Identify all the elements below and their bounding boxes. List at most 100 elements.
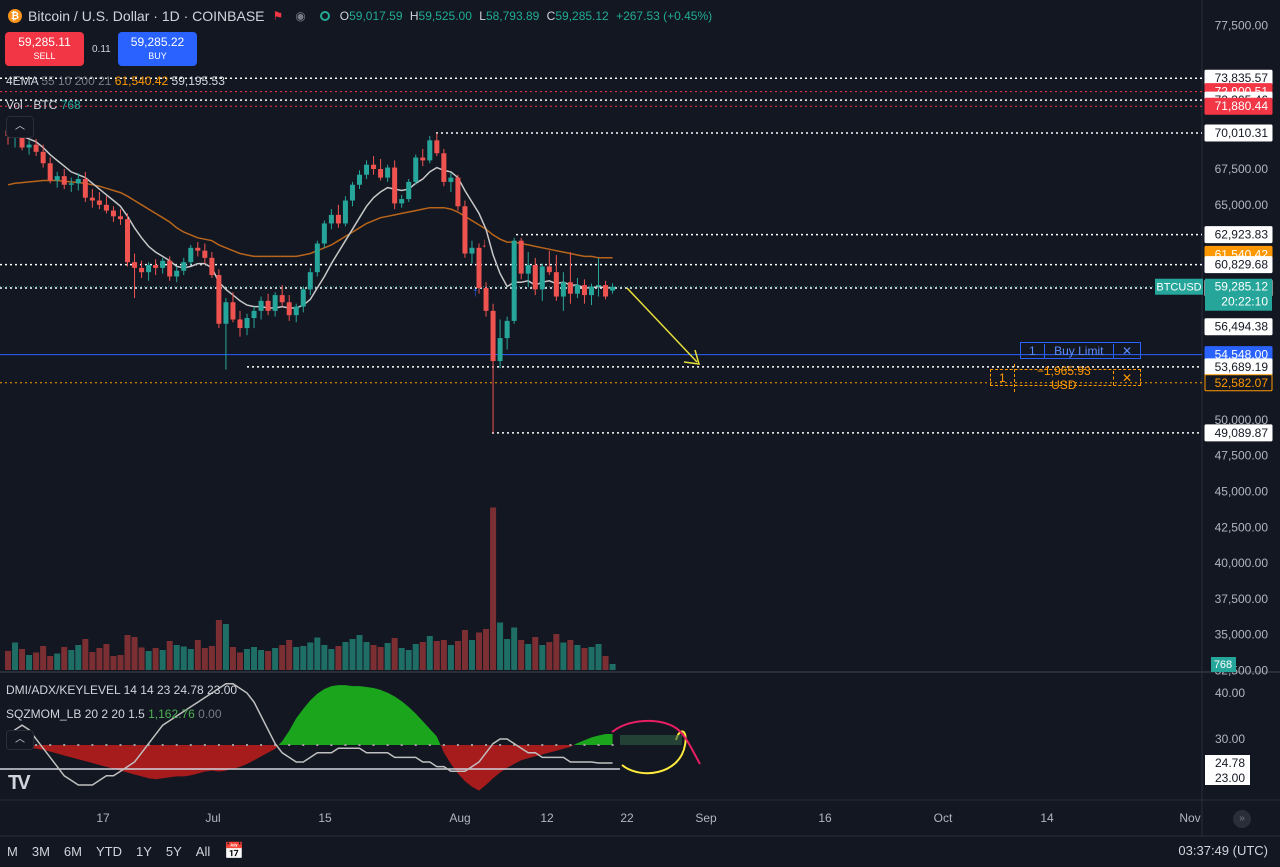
candle-body: [293, 306, 299, 316]
buy-limit-label: Buy Limit: [1043, 343, 1113, 358]
x-tick-label: Aug: [449, 811, 470, 825]
candle-body: [588, 286, 594, 296]
candle-body: [223, 302, 229, 324]
candle-body: [399, 199, 405, 204]
tf-1y[interactable]: 1Y: [135, 843, 152, 859]
x-tick-label: 12: [540, 811, 554, 825]
x-tick-label: 16: [818, 811, 832, 825]
volume-bar: [54, 653, 61, 670]
candle-body: [202, 250, 208, 258]
trend-arrow: [626, 287, 698, 363]
y-tick-label: 77,500.00: [1215, 19, 1269, 33]
x-tick-label: 17: [96, 811, 110, 825]
x-tick-label: 15: [318, 811, 332, 825]
volume-bar: [321, 645, 328, 670]
tf-5y[interactable]: 5Y: [165, 843, 182, 859]
dmi-name: DMI/ADX/KEYLEVEL: [6, 683, 121, 697]
squeeze-dot: [203, 744, 206, 746]
volume-tag-label: 768: [1214, 659, 1232, 671]
flag-icon[interactable]: ⚑: [272, 9, 284, 23]
sqzmom-legend[interactable]: SQZMOM_LB 20 2 20 1.5 1,162.76 0.00: [6, 707, 222, 721]
candle-body: [251, 310, 257, 319]
volume-bar: [265, 651, 272, 670]
volume-bar: [511, 627, 518, 670]
volume-bar: [342, 642, 349, 670]
collapse-legend-button[interactable]: ︿: [6, 116, 34, 138]
squeeze-dot: [330, 744, 333, 746]
utc-clock[interactable]: 03:37:49 (UTC): [1178, 843, 1268, 858]
candle-body: [272, 295, 278, 311]
close-position-icon[interactable]: ✕: [1112, 370, 1140, 385]
price-tag-box: [1204, 256, 1273, 274]
candle-body: [89, 197, 95, 201]
volume-bar: [258, 650, 265, 670]
volume-bar: [468, 640, 475, 670]
volume-bar: [208, 646, 215, 670]
volume-bar: [595, 644, 602, 670]
spread-value: 0.11: [92, 44, 111, 55]
tf-ytd[interactable]: YTD: [95, 843, 122, 859]
volume-bar: [504, 639, 511, 670]
price-tag-label: 53,689.19: [1215, 360, 1269, 374]
candle-body: [328, 214, 334, 224]
squeeze-dot: [35, 744, 38, 746]
tf-m[interactable]: M: [7, 843, 18, 859]
tf-all[interactable]: All: [195, 843, 211, 859]
squeeze-dot: [372, 744, 375, 746]
volume-bar: [89, 652, 96, 670]
squeeze-dot: [260, 744, 263, 746]
squeeze-dot: [485, 744, 488, 746]
volume-bar: [12, 642, 19, 670]
candle-body: [209, 257, 215, 276]
candle-body: [462, 206, 468, 254]
candle-body: [188, 247, 194, 263]
dmi-legend[interactable]: DMI/ADX/KEYLEVEL 14 14 23 24.78 23.00: [6, 683, 237, 697]
y-tick-label: 42,500.00: [1215, 520, 1269, 534]
buy-limit-order[interactable]: 1 Buy Limit ✕: [1020, 342, 1141, 359]
candle-body: [153, 265, 159, 268]
volume-bar: [384, 643, 391, 670]
dmi-params: 14 14 23: [123, 683, 171, 697]
calendar-icon[interactable]: 📅: [224, 843, 245, 860]
change-value: +267.53 (+0.45%): [616, 9, 713, 23]
volume-bar: [490, 507, 497, 670]
cancel-order-icon[interactable]: ✕: [1112, 343, 1140, 358]
tf-6m[interactable]: 6M: [63, 843, 82, 859]
volume-bar: [454, 641, 461, 670]
goto-realtime-icon[interactable]: »: [1233, 810, 1251, 828]
candle-body: [335, 214, 341, 224]
candle-body: [574, 285, 580, 294]
candle-body: [160, 260, 166, 268]
candle-body: [258, 300, 264, 311]
volume-bar: [229, 647, 236, 670]
volume-legend[interactable]: Vol · BTC 768: [6, 98, 81, 112]
x-tick-label: Nov: [1179, 811, 1200, 825]
collapse-pane-button[interactable]: ︿: [6, 730, 34, 750]
buy-button[interactable]: 59,285.22 BUY: [118, 32, 197, 66]
candle-body: [413, 157, 419, 182]
squeeze-dot: [316, 744, 319, 746]
visibility-icon[interactable]: ◉: [295, 9, 306, 23]
position-order[interactable]: 1 −1,965.93 USD ✕: [990, 363, 1141, 392]
high-value: 59,525.00: [418, 9, 472, 23]
squeeze-dot: [246, 744, 249, 746]
volume-bar: [602, 656, 609, 670]
volume-bar: [314, 637, 321, 670]
volume-bar: [187, 649, 194, 670]
candle-body: [518, 240, 524, 274]
ema-legend[interactable]: 4EMA 55 10 200 21 61,540.42 59,195.53: [6, 74, 225, 88]
market-status-icon[interactable]: [319, 11, 330, 21]
squeeze-dot: [611, 744, 614, 746]
tf-3m[interactable]: 3M: [31, 843, 50, 859]
candle-body: [117, 216, 123, 220]
y-tick-label: 45,000.00: [1215, 484, 1269, 498]
sell-button[interactable]: 59,285.11 SELL: [5, 32, 84, 66]
candle-body: [349, 184, 355, 201]
candle-body: [286, 302, 292, 316]
volume-bar: [300, 646, 307, 670]
candle-body: [103, 204, 109, 211]
volume-bar: [447, 645, 454, 670]
y-tick-label: 37,500.00: [1215, 592, 1269, 606]
symbol-title[interactable]: Bitcoin / U.S. Dollar · 1D · COINBASE: [28, 8, 265, 24]
